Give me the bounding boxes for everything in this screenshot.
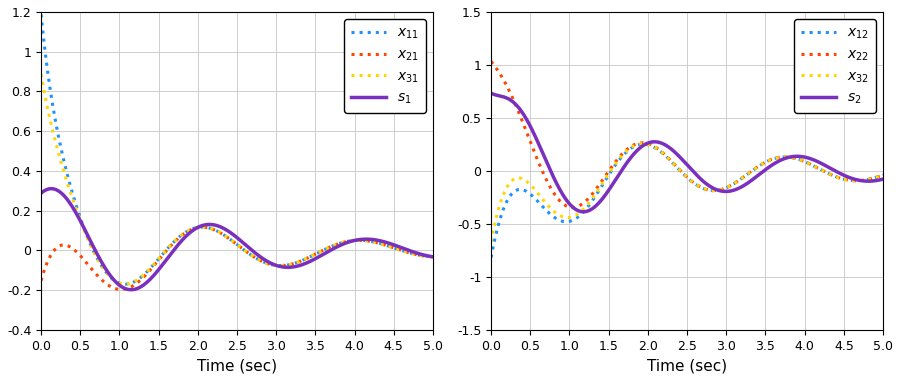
$x_{31}$	[104, 273, 114, 278]
$x_{22}$	[530, 154, 541, 158]
$s_1$	[80, 230, 91, 234]
Line: $x_{22}$: $x_{22}$	[491, 62, 883, 207]
$x_{21}$	[428, 255, 438, 259]
$x_{11}$	[104, 274, 114, 278]
$x_{11}$	[186, 227, 197, 231]
$s_2$	[554, 186, 564, 190]
$x_{11}$	[420, 254, 431, 258]
$x_{12}$	[870, 175, 881, 180]
$x_{11}$	[80, 231, 91, 235]
$x_{32}$	[653, 147, 664, 152]
$s_1$	[46, 187, 57, 191]
$x_{32}$	[870, 175, 881, 180]
$x_{32}$	[554, 213, 564, 217]
$x_{22}$	[653, 147, 664, 152]
$s_2$	[578, 209, 589, 214]
$x_{22}$	[486, 59, 497, 64]
X-axis label: Time (sec): Time (sec)	[647, 358, 727, 373]
$x_{21}$	[104, 283, 114, 288]
$x_{31}$	[203, 225, 214, 230]
$x_{12}$	[554, 218, 564, 222]
$s_1$	[378, 239, 389, 244]
$s_1$	[420, 253, 431, 258]
$x_{31}$	[428, 255, 438, 259]
$x_{22}$	[828, 173, 839, 178]
$s_1$	[428, 255, 438, 259]
$x_{22}$	[554, 198, 564, 202]
$s_1$	[186, 229, 197, 234]
$x_{21}$	[80, 260, 91, 264]
$x_{21}$	[36, 278, 47, 283]
$s_2$	[653, 140, 664, 144]
$x_{22}$	[636, 141, 647, 145]
$x_{12}$	[653, 148, 664, 152]
$x_{21}$	[203, 226, 214, 230]
$s_1$	[126, 287, 137, 292]
X-axis label: Time (sec): Time (sec)	[197, 358, 277, 373]
$x_{32}$	[828, 173, 839, 178]
$x_{21}$	[186, 227, 197, 232]
$s_2$	[878, 177, 888, 181]
$x_{22}$	[878, 173, 888, 177]
Line: $x_{32}$: $x_{32}$	[491, 144, 883, 242]
$x_{31}$	[120, 282, 130, 286]
$s_2$	[828, 168, 839, 172]
$x_{31}$	[186, 227, 197, 231]
$x_{32}$	[530, 188, 541, 193]
$x_{32}$	[486, 239, 497, 244]
$x_{12}$	[638, 142, 649, 146]
$x_{32}$	[636, 141, 647, 146]
Legend: $x_{11}$, $x_{21}$, $x_{31}$, $s_1$: $x_{11}$, $x_{21}$, $x_{31}$, $s_1$	[345, 19, 426, 113]
$s_2$	[530, 135, 541, 140]
$x_{12}$	[486, 255, 497, 260]
$x_{11}$	[36, 12, 47, 17]
$s_1$	[203, 222, 214, 227]
$x_{32}$	[878, 173, 888, 177]
$s_2$	[486, 91, 497, 95]
Legend: $x_{12}$, $x_{22}$, $x_{32}$, $s_2$: $x_{12}$, $x_{22}$, $x_{32}$, $s_2$	[795, 19, 876, 113]
$s_2$	[870, 178, 881, 183]
$x_{12}$	[878, 173, 888, 177]
Line: $s_2$: $s_2$	[491, 93, 883, 212]
$x_{12}$	[530, 197, 541, 201]
$x_{11}$	[378, 242, 389, 247]
$x_{31}$	[378, 242, 389, 247]
$x_{31}$	[36, 72, 47, 76]
$s_1$	[36, 191, 47, 195]
Line: $x_{21}$: $x_{21}$	[41, 227, 433, 290]
Line: $x_{11}$: $x_{11}$	[41, 14, 433, 284]
$x_{21}$	[115, 287, 126, 292]
$x_{21}$	[197, 225, 208, 230]
Line: $s_1$: $s_1$	[41, 189, 433, 290]
$x_{31}$	[80, 232, 91, 236]
$x_{21}$	[420, 254, 431, 258]
$s_1$	[104, 272, 114, 276]
$x_{32}$	[637, 141, 648, 146]
$x_{11}$	[428, 255, 438, 259]
Line: $x_{31}$: $x_{31}$	[41, 74, 433, 284]
$x_{11}$	[120, 282, 130, 287]
$x_{31}$	[420, 254, 431, 258]
$x_{22}$	[567, 205, 578, 210]
Line: $x_{12}$: $x_{12}$	[491, 144, 883, 258]
$x_{22}$	[870, 175, 881, 180]
$s_2$	[636, 144, 647, 149]
$x_{12}$	[828, 173, 839, 178]
$x_{21}$	[378, 242, 389, 247]
$x_{11}$	[203, 225, 214, 230]
$x_{12}$	[636, 142, 647, 147]
